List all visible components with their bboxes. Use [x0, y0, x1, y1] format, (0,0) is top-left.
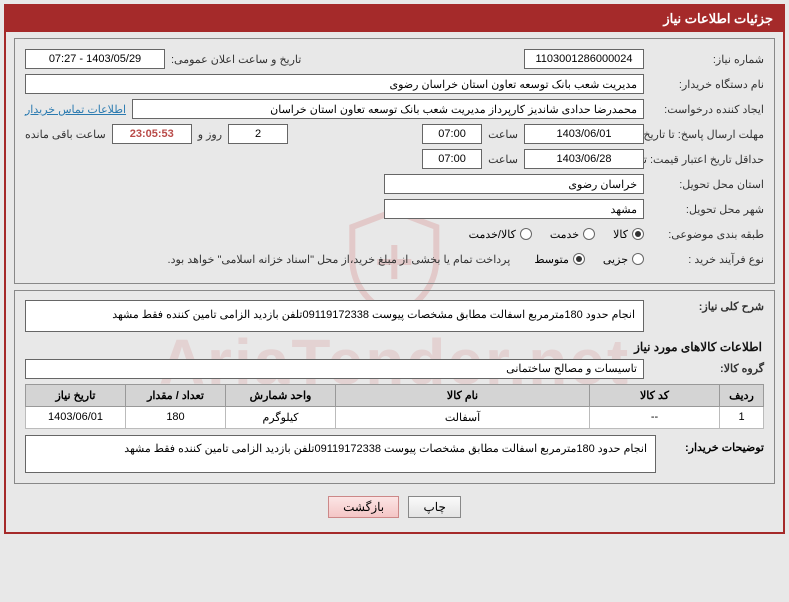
validity-label: حداقل تاریخ اعتبار قیمت: تا تاریخ:: [650, 153, 764, 166]
need-no-label: شماره نیاز:: [650, 53, 764, 66]
radio-label: کالا/خدمت: [469, 228, 516, 241]
th-qty: تعداد / مقدار: [126, 384, 226, 406]
back-button[interactable]: بازگشت: [328, 496, 399, 518]
proc-radio-group: جزیی متوسط: [534, 253, 644, 266]
radio-icon: [632, 253, 644, 265]
validity-date-field: 1403/06/28: [524, 149, 644, 169]
requester-label: ایجاد کننده درخواست:: [650, 103, 764, 116]
countdown-field: 23:05:53: [112, 124, 192, 144]
deadline-label: مهلت ارسال پاسخ: تا تاریخ:: [650, 128, 764, 141]
radio-icon: [632, 228, 644, 240]
payment-note: پرداخت تمام یا بخشی از مبلغ خرید،از محل …: [168, 253, 511, 266]
table-row: 1 -- آسفالت کیلوگرم 180 1403/06/01: [26, 406, 764, 428]
subject-radio-goods[interactable]: کالا: [613, 228, 644, 241]
goods-group-label: گروه کالا:: [650, 362, 764, 375]
requester-field: محمدرضا حدادی شاندیز کارپرداز مدیریت شعب…: [132, 99, 644, 119]
cell-code: --: [590, 406, 720, 428]
need-desc-field: انجام حدود 180مترمربع اسفالت مطابق مشخصا…: [25, 300, 644, 332]
button-row: چاپ بازگشت: [14, 490, 775, 526]
th-idx: ردیف: [720, 384, 764, 406]
th-date: تاریخ نیاز: [26, 384, 126, 406]
proc-type-label: نوع فرآیند خرید :: [650, 253, 764, 266]
need-info-box: شماره نیاز: 1103001286000024 تاریخ و ساع…: [14, 38, 775, 284]
buyer-notes-field: انجام حدود 180مترمربع اسفالت مطابق مشخصا…: [25, 435, 656, 473]
subject-cls-label: طبقه بندی موضوعی:: [650, 228, 764, 241]
radio-icon: [583, 228, 595, 240]
cell-unit: کیلوگرم: [226, 406, 336, 428]
subject-radio-group: کالا خدمت کالا/خدمت: [469, 228, 644, 241]
cell-qty: 180: [126, 406, 226, 428]
buyer-notes-label: توضیحات خریدار:: [664, 435, 764, 473]
page-title: جزئیات اطلاعات نیاز: [6, 6, 783, 32]
print-button[interactable]: چاپ: [408, 496, 460, 518]
proc-radio-medium[interactable]: متوسط: [534, 253, 585, 266]
table-header-row: ردیف کد کالا نام کالا واحد شمارش تعداد /…: [26, 384, 764, 406]
goods-info-title: اطلاعات کالاهای مورد نیاز: [27, 340, 762, 354]
radio-icon: [573, 253, 585, 265]
th-unit: واحد شمارش: [226, 384, 336, 406]
cell-date: 1403/06/01: [26, 406, 126, 428]
delivery-city-field: مشهد: [384, 199, 644, 219]
subject-radio-service[interactable]: خدمت: [550, 228, 595, 241]
goods-table: ردیف کد کالا نام کالا واحد شمارش تعداد /…: [25, 384, 764, 429]
page-frame: جزئیات اطلاعات نیاز شماره نیاز: 11030012…: [4, 4, 785, 534]
announce-dt-label: تاریخ و ساعت اعلان عمومی:: [171, 53, 301, 66]
th-name: نام کالا: [336, 384, 590, 406]
radio-label: کالا: [613, 228, 628, 241]
radio-label: متوسط: [534, 253, 569, 266]
need-desc-label: شرح کلی نیاز:: [650, 300, 764, 313]
delivery-city-label: شهر محل تحویل:: [650, 203, 764, 216]
validity-time-field: 07:00: [422, 149, 482, 169]
days-and-label: روز و: [198, 128, 222, 141]
delivery-prov-label: استان محل تحویل:: [650, 178, 764, 191]
cell-idx: 1: [720, 406, 764, 428]
remaining-label: ساعت باقی مانده: [25, 128, 106, 141]
goods-group-field: تاسیسات و مصالح ساختمانی: [25, 359, 644, 379]
delivery-prov-field: خراسان رضوی: [384, 174, 644, 194]
deadline-date-field: 1403/06/01: [524, 124, 644, 144]
subject-radio-both[interactable]: کالا/خدمت: [469, 228, 532, 241]
announce-dt-field: 1403/05/29 - 07:27: [25, 49, 165, 69]
deadline-hour-label: ساعت: [488, 128, 518, 141]
goods-box: شرح کلی نیاز: انجام حدود 180مترمربع اسفا…: [14, 290, 775, 484]
contact-link[interactable]: اطلاعات تماس خریدار: [25, 103, 126, 116]
deadline-time-field: 07:00: [422, 124, 482, 144]
proc-radio-minor[interactable]: جزیی: [603, 253, 644, 266]
cell-name: آسفالت: [336, 406, 590, 428]
buyer-org-label: نام دستگاه خریدار:: [650, 78, 764, 91]
radio-label: خدمت: [550, 228, 579, 241]
validity-hour-label: ساعت: [488, 153, 518, 166]
radio-label: جزیی: [603, 253, 628, 266]
need-no-field: 1103001286000024: [524, 49, 644, 69]
radio-icon: [520, 228, 532, 240]
days-left-field: 2: [228, 124, 288, 144]
buyer-org-field: مدیریت شعب بانک توسعه تعاون استان خراسان…: [25, 74, 644, 94]
th-code: کد کالا: [590, 384, 720, 406]
